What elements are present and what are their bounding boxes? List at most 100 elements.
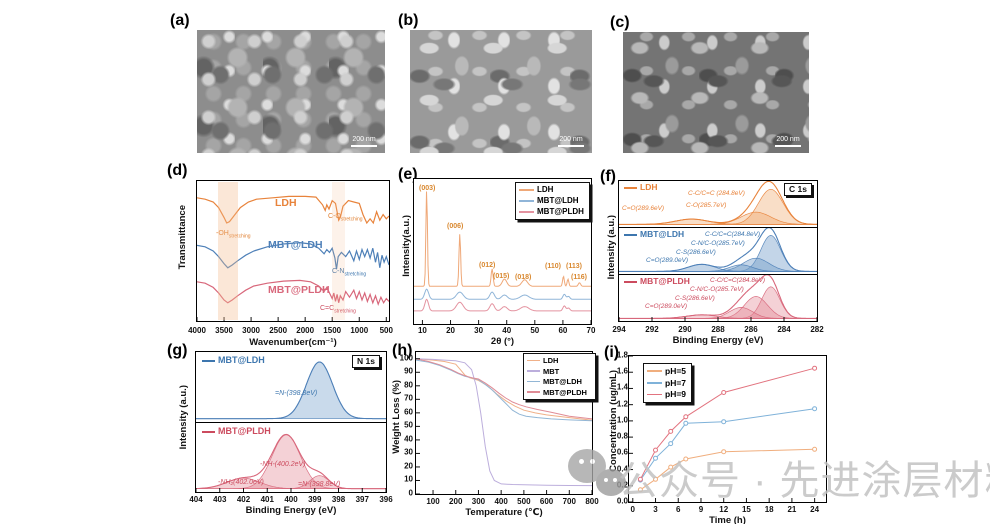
legend-item-ph7: pH=7 — [647, 378, 686, 388]
x-tick-label: 400 — [284, 495, 298, 504]
c1s-mbt-pldh-name: MBT@PLDH — [640, 276, 690, 286]
wechat-icon — [566, 447, 630, 503]
xrd-peak-label-113: (113) — [566, 263, 582, 270]
c1s-ldh-name: LDH — [640, 182, 658, 192]
legend-item-mbt-pldh: MBT@PLDH — [519, 207, 584, 217]
scale-bar-b: 200 nm — [558, 136, 584, 147]
y-tick-label: 60 — [404, 407, 413, 417]
legend-line-swatch — [624, 187, 637, 189]
xps-c1s-y-axis-label: Intensity (a.u.) — [606, 215, 617, 280]
x-tick-label: 282 — [810, 325, 824, 334]
legend-item-mbt-ldh: MBT@LDH — [527, 377, 587, 386]
scale-bar-line — [351, 145, 377, 147]
x-tick-label: 400 — [494, 497, 508, 506]
n1s-x-ticks: 404 403 402 401 400 399 398 397 396 — [189, 495, 392, 505]
xrd-y-axis-label: Intensity(a.u.) — [401, 215, 412, 277]
tga-legend: LDH MBT MBT@LDH MBT@PLDH — [523, 353, 596, 400]
panel-label-e: (e) — [398, 166, 418, 183]
sem-image-a: 200 nm — [197, 30, 385, 153]
n1s-mbt-ldh-name: MBT@LDH — [218, 355, 265, 365]
xrd-x-axis-label: 2θ (°) — [490, 336, 515, 347]
c1s-mbt-ldh-name: MBT@LDH — [640, 229, 685, 239]
y-tick-label: 90 — [404, 366, 413, 376]
ftir-curve-label-mbt-ldh: MBT@LDH — [268, 239, 323, 251]
legend-line-swatch — [527, 391, 540, 393]
xrd-peak-label-018: (018) — [515, 274, 532, 281]
legend-line-swatch — [647, 370, 662, 372]
scale-bar-line — [775, 145, 801, 147]
x-tick-label: 397 — [355, 495, 369, 504]
y-tick-label: 50 — [404, 420, 413, 430]
xrd-peak-label-003: (003) — [419, 185, 436, 192]
y-tick-label: 80 — [404, 380, 413, 390]
x-tick-label: 24 — [810, 505, 820, 514]
x-tick-label: 40 — [502, 326, 512, 335]
legend-item-mbt-ldh: MBT@LDH — [519, 196, 584, 206]
panel-label-d: (d) — [167, 162, 188, 179]
c1s-annotation: C-N/C-O(285.7eV) — [690, 286, 744, 293]
c1s-annotation: C-C/C=C(284.8eV) — [705, 231, 761, 238]
legend-line-swatch — [519, 200, 534, 202]
x-tick-label: 6 — [676, 505, 681, 514]
xrd-chart — [414, 191, 591, 324]
panel-h-tga: (h) Weight Loss (%) 0 10 20 30 40 50 60 70 80 90 1… — [390, 340, 605, 524]
x-tick-label: 3500 — [215, 326, 233, 335]
panel-g-xps-n1s: (g) Intensity (a.u.) N 1s MBT@LDH =N-(39… — [160, 340, 395, 524]
y-tick-label: 1.0 — [616, 415, 628, 425]
ftir-plot-frame — [196, 180, 390, 322]
panel-label-g: (g) — [167, 342, 188, 359]
ftir-y-axis-label: Transmittance — [177, 205, 188, 270]
x-tick-label: 3000 — [242, 326, 260, 335]
y-tick-label: 0.6 — [616, 447, 628, 457]
x-tick-label: 402 — [236, 495, 251, 504]
xrd-peak-label-012: (012) — [479, 262, 496, 269]
c1s-annotation: C-N/C-O(285.7eV) — [691, 240, 745, 247]
sem-image-c: 200 nm — [623, 32, 809, 153]
x-tick-label: 500 — [517, 497, 531, 506]
panel-label-i: (i) — [604, 344, 620, 361]
c1s-annotation: C-C/C=C (284.8eV) — [688, 190, 745, 197]
release-chart — [629, 356, 818, 502]
y-tick-label: 1.2 — [616, 399, 628, 409]
wechat-eye — [579, 459, 584, 464]
legend-line-swatch — [527, 359, 540, 362]
legend-line-swatch — [202, 360, 215, 362]
legend-line-swatch — [202, 431, 215, 433]
xps-c1s-mbt-pldh-chart — [619, 274, 817, 321]
x-tick-label: 2500 — [269, 326, 288, 335]
panel-label-a: (a) — [170, 12, 190, 29]
x-tick-label: 600 — [539, 497, 554, 506]
y-tick-label: 70 — [404, 393, 413, 403]
c1s-tag: C 1s — [784, 183, 812, 197]
scale-bar-a: 200 nm — [351, 136, 377, 147]
c1s-x-axis-label: Binding Energy (eV) — [672, 335, 764, 346]
c1s-annotation: C=O(289.0eV) — [646, 257, 689, 264]
release-legend: pH=5 pH=7 pH=9 — [643, 363, 693, 403]
x-tick-label: 15 — [741, 505, 751, 514]
y-tick-label: 0 — [408, 488, 413, 498]
n1s-annotation: -NH-(400.2eV) — [260, 461, 306, 468]
n1s-tag: N 1s — [352, 355, 380, 369]
xps-c1s-plot-frame — [618, 180, 818, 322]
x-tick-label: 398 — [331, 495, 346, 504]
wechat-eye — [604, 478, 608, 482]
tga-chart — [416, 358, 592, 494]
legend-item-ldh: LDH — [527, 356, 587, 365]
legend-line-swatch — [519, 189, 534, 191]
y-tick-label: 0.0 — [616, 496, 628, 506]
y-tick-label: 10 — [404, 474, 413, 484]
x-tick-label: 286 — [744, 325, 758, 334]
x-tick-label: 288 — [711, 325, 725, 334]
x-tick-label: 20 — [446, 326, 455, 335]
x-tick-label: 10 — [417, 326, 427, 335]
xrd-peak-label-006: (006) — [447, 223, 464, 230]
y-tick-label: 40 — [404, 434, 413, 444]
x-tick-label: 21 — [787, 505, 797, 514]
panel-label-c: (c) — [610, 14, 630, 31]
x-tick-label: 200 — [449, 497, 463, 506]
n1s-annotation: =N-(398.8eV) — [298, 481, 341, 488]
legend-line-swatch — [527, 380, 540, 383]
tga-y-ticks: 0 10 20 30 40 50 60 70 80 90 100 — [391, 351, 415, 497]
ftir-annotation-oh: -OHstretching — [216, 230, 251, 240]
